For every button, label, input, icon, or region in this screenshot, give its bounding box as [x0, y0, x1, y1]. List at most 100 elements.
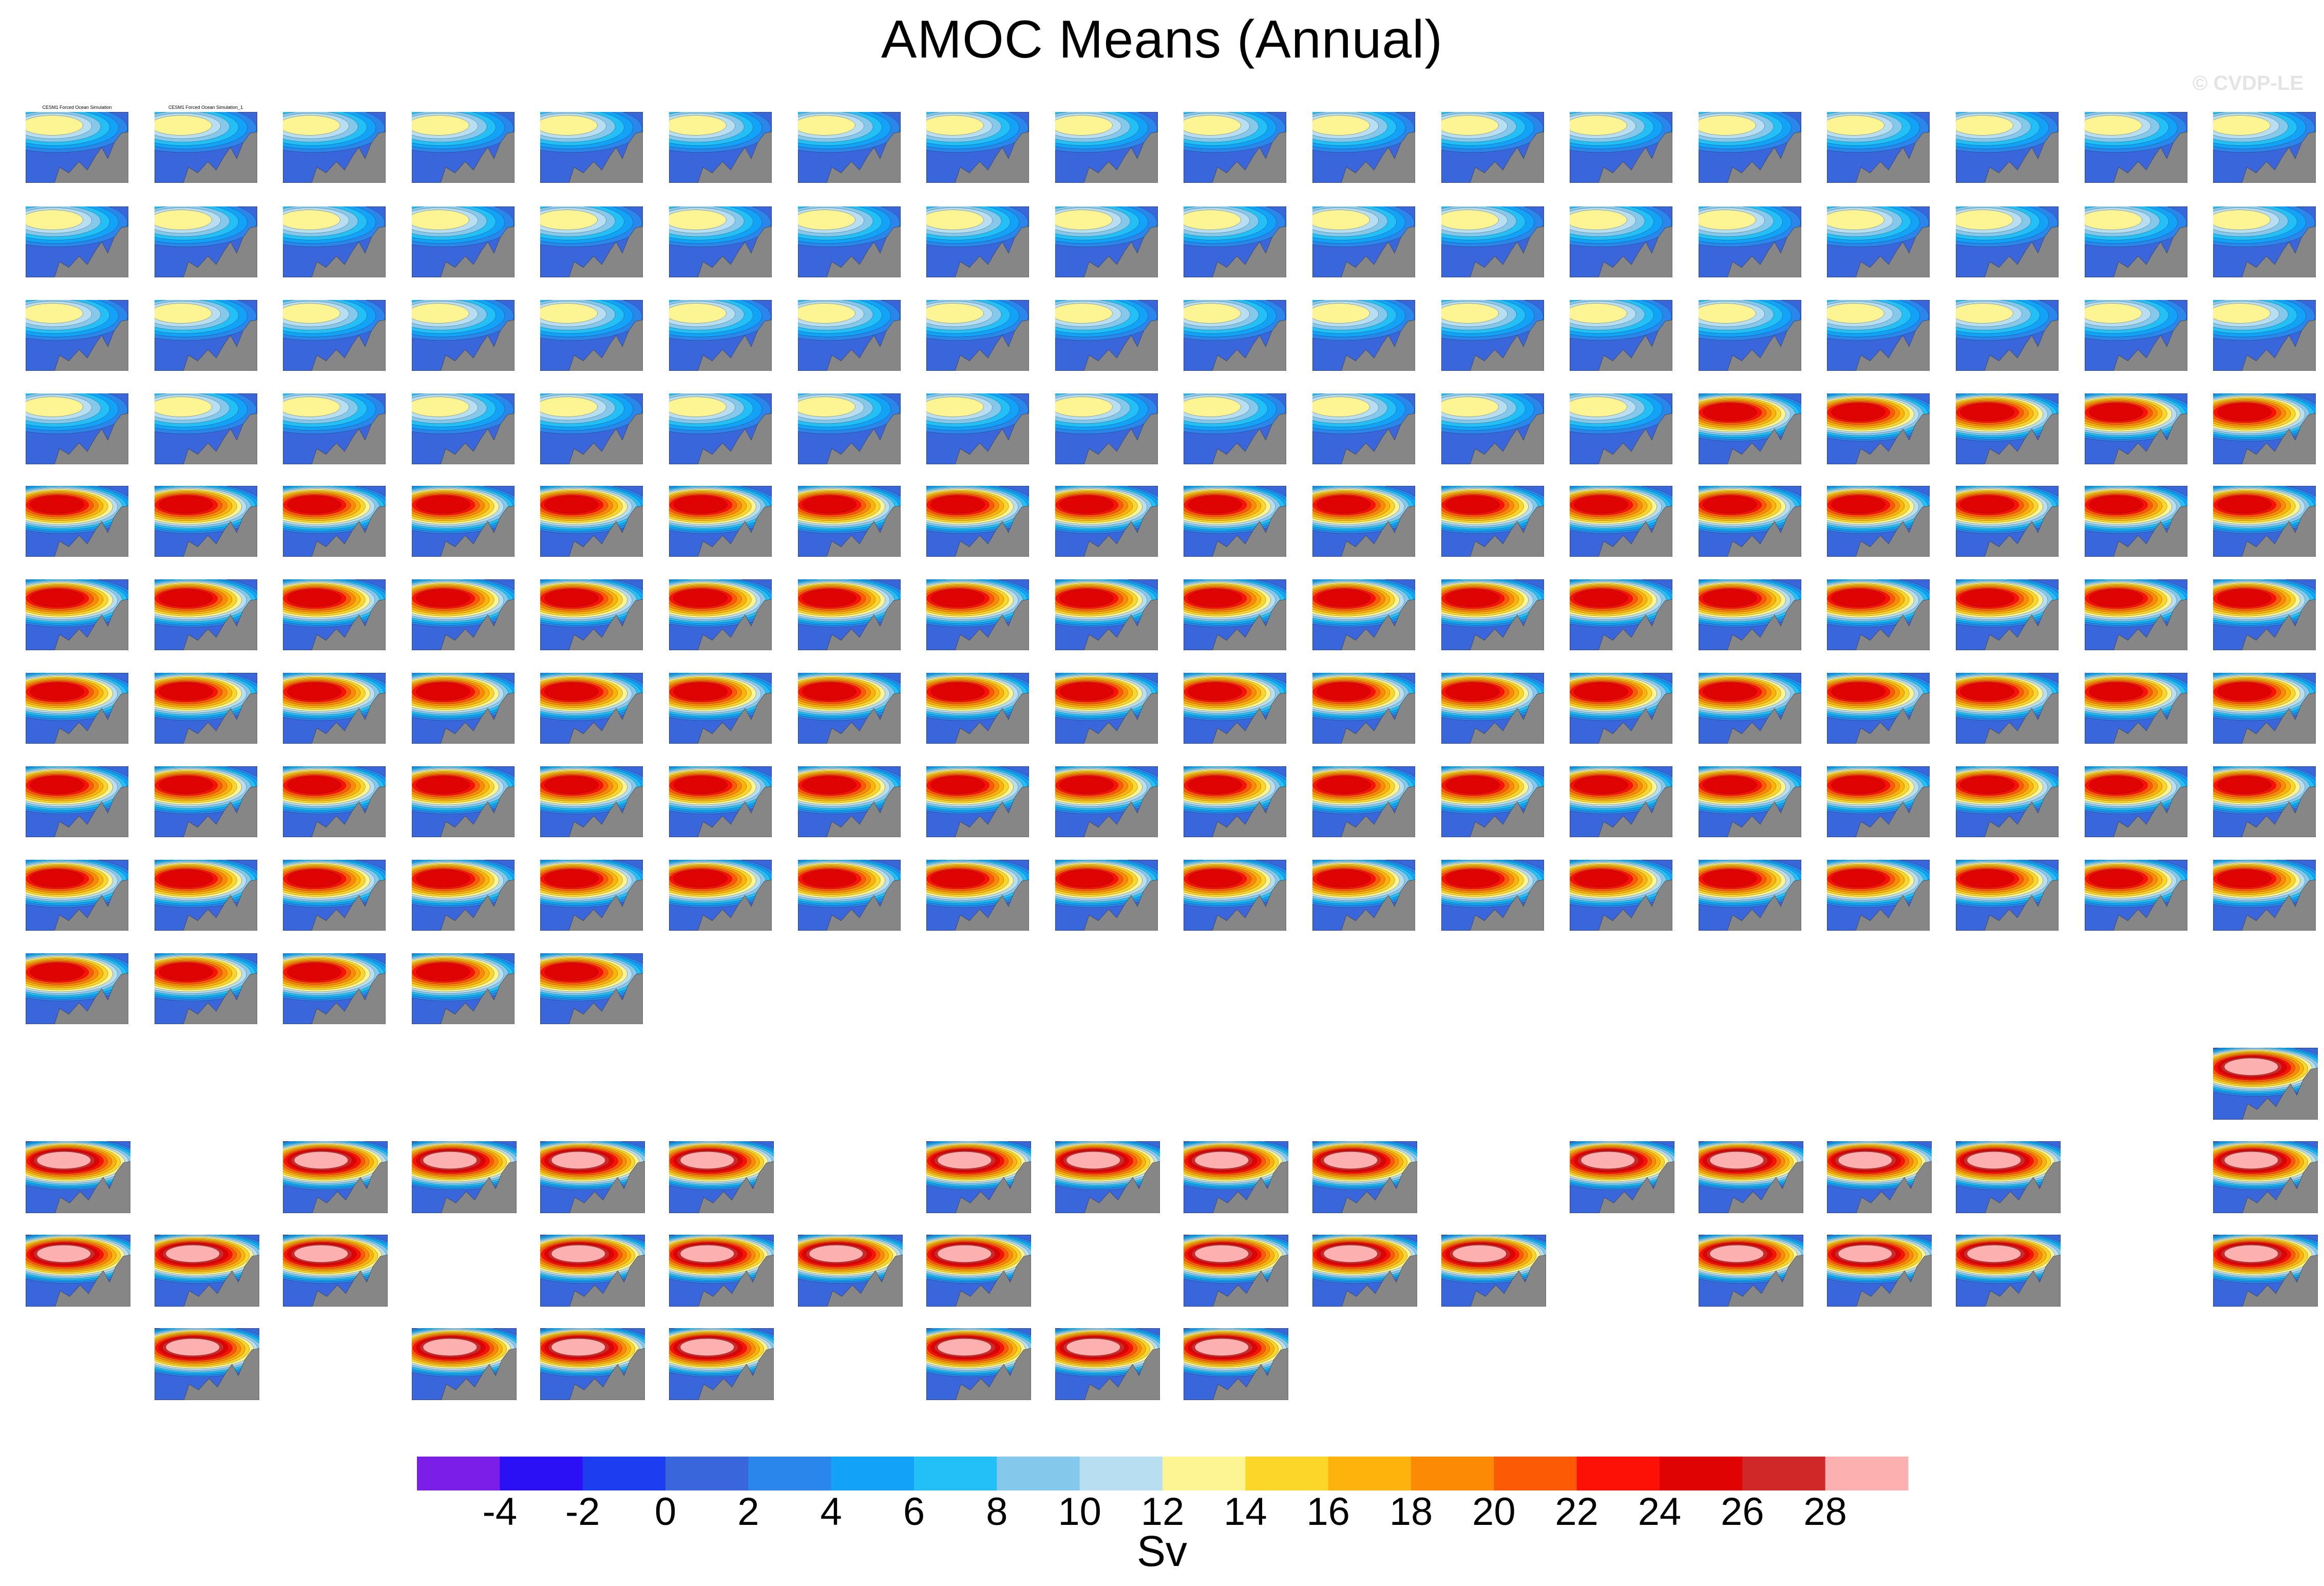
amoc-panel	[1827, 1141, 1932, 1213]
amoc-panel	[26, 1235, 130, 1307]
panel-plot	[283, 766, 386, 837]
contour-band	[2217, 496, 2272, 514]
panel-plot	[926, 300, 1030, 371]
panel-plot	[669, 393, 772, 464]
bathymetry-mask	[1727, 786, 1801, 837]
panel-plot	[154, 579, 257, 650]
contour-band	[1956, 303, 2013, 324]
contour-band	[26, 303, 83, 324]
contour-band	[937, 1245, 992, 1262]
bathymetry-mask	[440, 226, 515, 277]
contour-band	[36, 1245, 91, 1262]
panel-plot	[926, 206, 1030, 277]
panel-plot	[26, 860, 128, 931]
panel-plot	[1698, 579, 1801, 650]
contour-band	[287, 963, 341, 981]
contour-band	[1703, 776, 1757, 794]
panel-plot	[1827, 1235, 1932, 1307]
bathymetry-mask	[1213, 1254, 1289, 1307]
bathymetry-mask	[955, 505, 1030, 557]
bathymetry-mask	[1083, 599, 1158, 650]
amoc-panel	[1956, 1141, 2061, 1213]
amoc-panel	[1698, 579, 1801, 650]
bathymetry-mask	[2113, 879, 2187, 931]
amoc-panel	[411, 860, 515, 931]
contour-band	[1445, 589, 1500, 607]
contour-band	[1441, 397, 1499, 417]
amoc-panel	[1956, 860, 2059, 931]
contour-band	[165, 1245, 220, 1262]
bathymetry-mask	[440, 599, 515, 650]
amoc-panel	[2213, 860, 2316, 931]
panel-plot	[411, 393, 515, 464]
panel-plot	[1570, 112, 1673, 183]
colorbar-tick-label: 22	[1555, 1490, 1598, 1534]
amoc-panel	[797, 1235, 903, 1307]
panel-plot	[926, 486, 1030, 557]
panel-plot	[540, 1235, 645, 1307]
contour-band	[416, 683, 470, 701]
panel-plot	[797, 766, 901, 837]
panel-plot	[1827, 673, 1930, 744]
amoc-panel	[26, 579, 128, 650]
contour-band	[411, 397, 469, 417]
panel-plot	[540, 486, 643, 557]
amoc-panel	[411, 300, 515, 371]
contour-band	[551, 1151, 606, 1169]
contour-band	[416, 589, 470, 607]
panel-title: CESM1 Forced Ocean Simulation_1	[168, 105, 243, 110]
amoc-panel	[26, 673, 128, 744]
contour-band	[1703, 683, 1757, 701]
panel-plot	[283, 112, 386, 183]
amoc-panel	[283, 860, 386, 931]
bathymetry-mask	[2241, 226, 2316, 277]
colorbar-tick-label: 18	[1389, 1490, 1433, 1534]
bathymetry-mask	[183, 1348, 259, 1400]
amoc-panel	[669, 206, 772, 277]
bathymetry-mask	[697, 786, 772, 837]
panel-plot	[1184, 1235, 1289, 1307]
colorbar-swatch	[831, 1457, 915, 1490]
bathymetry-mask	[54, 413, 128, 464]
contour-band	[930, 683, 985, 701]
amoc-panel	[1827, 860, 1930, 931]
panel-plot	[797, 673, 901, 744]
amoc-panel	[1570, 393, 1673, 464]
contour-band	[802, 776, 856, 794]
amoc-panel	[154, 673, 257, 744]
panel-plot	[1570, 393, 1673, 464]
amoc-panel	[797, 300, 901, 371]
amoc-panel	[926, 673, 1030, 744]
panel-plot	[1055, 579, 1158, 650]
panel-plot	[926, 673, 1030, 744]
amoc-panel	[540, 1328, 645, 1400]
amoc-panel	[1827, 393, 1930, 464]
bathymetry-mask	[1470, 131, 1544, 183]
bathymetry-mask	[440, 879, 515, 931]
colorbar-tick-label: 14	[1224, 1490, 1267, 1534]
panel-plot	[2213, 766, 2316, 837]
amoc-panel	[1441, 673, 1544, 744]
contour-band	[1317, 496, 1371, 514]
contour-band	[1570, 397, 1627, 417]
bathymetry-mask	[2241, 413, 2316, 464]
colorbar-tick-label: -4	[482, 1490, 518, 1534]
amoc-panel	[669, 1328, 774, 1400]
contour-band	[2224, 1245, 2279, 1262]
bathymetry-mask	[183, 131, 257, 183]
amoc-panel	[1055, 486, 1158, 557]
panel-plot	[1570, 860, 1673, 931]
panel-plot	[1312, 393, 1415, 464]
bathymetry-mask	[1083, 692, 1158, 744]
panel-plot	[1441, 112, 1544, 183]
bathymetry-mask	[311, 319, 386, 371]
panel-plot	[154, 953, 257, 1024]
amoc-panel	[1055, 1141, 1160, 1213]
amoc-panel	[154, 860, 257, 931]
amoc-panel	[1827, 1235, 1932, 1307]
panel-plot	[1055, 486, 1158, 557]
amoc-panel	[1441, 300, 1544, 371]
panel-plot	[1055, 673, 1158, 744]
amoc-panel	[283, 206, 386, 277]
bathymetry-mask	[311, 413, 386, 464]
